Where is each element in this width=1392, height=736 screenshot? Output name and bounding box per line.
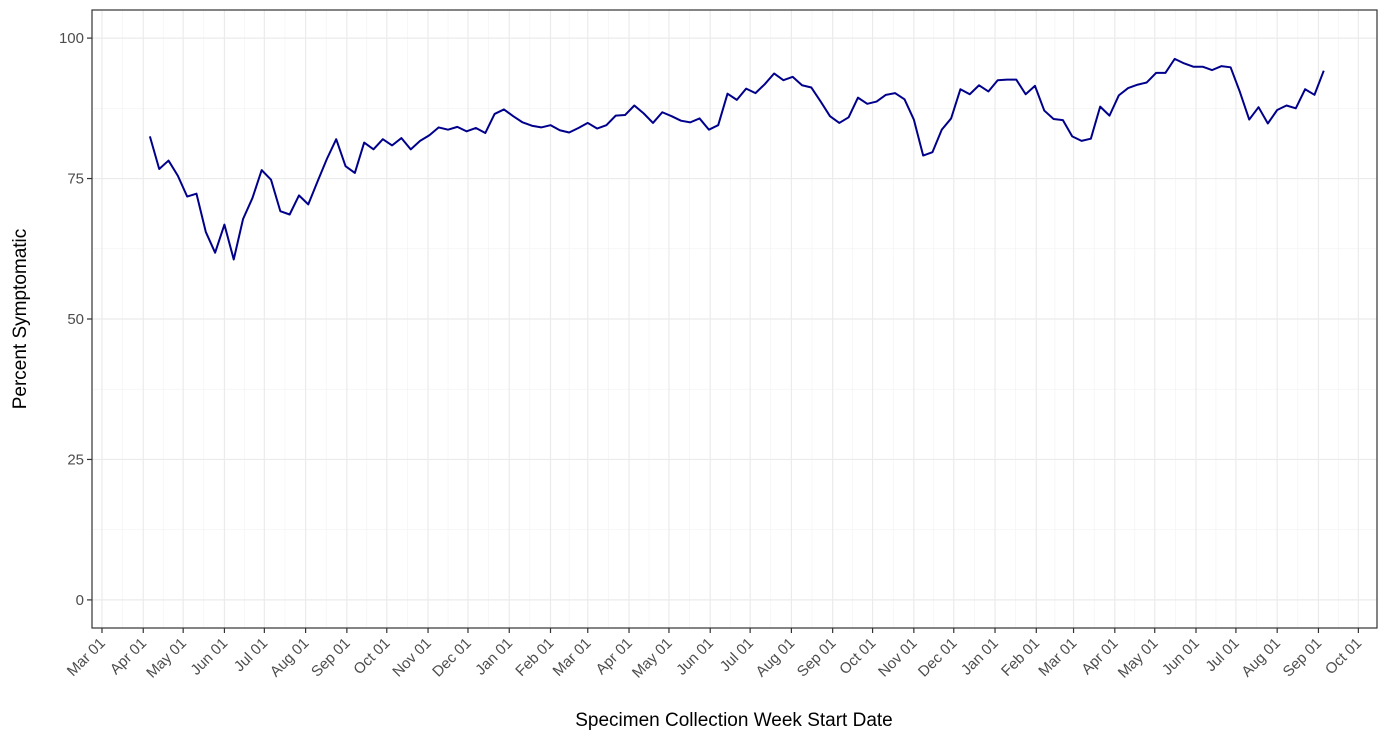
- x-tick-label: Mar 01: [64, 635, 109, 680]
- x-tick-label: Sep 01: [1280, 635, 1326, 681]
- x-tick-label: Jul 01: [1202, 635, 1242, 675]
- x-tick-label: Jan 01: [958, 635, 1002, 679]
- y-tick-label: 75: [67, 171, 84, 188]
- x-tick-label: Jan 01: [472, 635, 516, 679]
- x-tick-label: Mar 01: [550, 635, 595, 680]
- x-tick-label: Jun 01: [187, 635, 231, 679]
- x-tick-label: Oct 01: [350, 635, 393, 678]
- x-tick-label: Mar 01: [1035, 635, 1080, 680]
- x-tick-label: Nov 01: [875, 635, 921, 681]
- x-tick-label: Feb 01: [998, 635, 1043, 680]
- x-tick-label: Sep 01: [308, 635, 354, 681]
- x-tick-label: Oct 01: [1322, 635, 1365, 678]
- x-tick-label: Jul 01: [231, 635, 271, 675]
- y-tick-label: 25: [67, 451, 84, 468]
- line: [148, 57, 1325, 261]
- x-tick-label: Dec 01: [429, 635, 475, 681]
- x-tick-label: Apr 01: [107, 635, 150, 678]
- x-tick-label: May 01: [629, 635, 676, 682]
- x-tick-label: Dec 01: [915, 635, 961, 681]
- x-tick-label: Jul 01: [717, 635, 757, 675]
- x-tick-label: May 01: [143, 635, 190, 682]
- x-tick-label: Apr 01: [593, 635, 636, 678]
- x-tick-label: Aug 01: [267, 635, 313, 681]
- x-tick-label: Nov 01: [389, 635, 435, 681]
- grid: [92, 10, 1377, 628]
- x-tick-label: Jun 01: [673, 635, 717, 679]
- plot: [148, 57, 1325, 261]
- y-axis-title: Percent Symptomatic: [10, 229, 31, 410]
- x-tick-label: Aug 01: [1238, 635, 1284, 681]
- x-tick-label: Jun 01: [1159, 635, 1203, 679]
- y-tick-label: 100: [59, 30, 84, 47]
- y-tick-label: 50: [67, 311, 84, 328]
- x-tick-label: Feb 01: [512, 635, 557, 680]
- x-tick-label: May 01: [1115, 635, 1162, 682]
- x-tick-label: Apr 01: [1078, 635, 1121, 678]
- x-tick-label: Oct 01: [836, 635, 879, 678]
- x-axis-title: Specimen Collection Week Start Date: [575, 710, 893, 731]
- x-tick-label: Aug 01: [753, 635, 799, 681]
- x-tick-label: Sep 01: [794, 635, 840, 681]
- y-tick-label: 0: [76, 592, 84, 609]
